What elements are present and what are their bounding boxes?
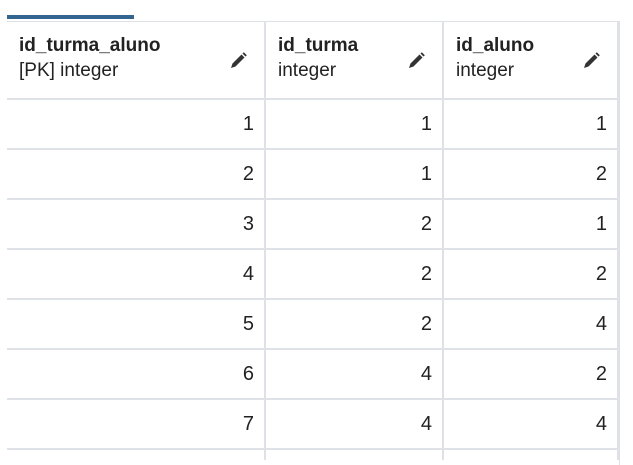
table-cell[interactable]: 1 <box>444 100 619 150</box>
table-cell[interactable]: 2 <box>444 250 619 300</box>
table-cell[interactable]: 4 <box>266 400 444 450</box>
active-tab-indicator <box>7 15 134 19</box>
table-cell[interactable]: 1 <box>266 100 444 150</box>
pencil-icon[interactable] <box>406 51 426 71</box>
table-cell[interactable]: 4 <box>266 350 444 400</box>
table-cell[interactable]: 1 <box>266 150 444 200</box>
column-type: integer <box>456 60 515 81</box>
column-name: id_turma_aluno <box>19 35 161 56</box>
column-header-id-aluno[interactable]: id_aluno integer <box>444 22 619 100</box>
column-type: [PK] integer <box>19 60 119 81</box>
table-cell[interactable]: 7 <box>7 400 266 450</box>
table-cell[interactable]: 2 <box>444 150 619 200</box>
table-cell[interactable]: 1 <box>444 200 619 250</box>
pencil-icon[interactable] <box>581 51 601 71</box>
table-cell[interactable]: 4 <box>444 300 619 350</box>
grid-tail <box>444 450 619 460</box>
column-type: integer <box>278 60 337 81</box>
table-cell[interactable]: 3 <box>7 200 266 250</box>
table-cell[interactable]: 2 <box>266 200 444 250</box>
table-cell[interactable]: 2 <box>7 150 266 200</box>
data-output-grid: id_turma_aluno [PK] integer id_turma int… <box>7 21 619 460</box>
table-cell[interactable]: 2 <box>266 250 444 300</box>
table-cell[interactable]: 6 <box>7 350 266 400</box>
table-cell[interactable]: 2 <box>266 300 444 350</box>
table-cell[interactable]: 5 <box>7 300 266 350</box>
grid-right-edge <box>619 21 620 465</box>
column-name: id_aluno <box>456 35 535 56</box>
column-header-id-turma-aluno[interactable]: id_turma_aluno [PK] integer <box>7 22 266 100</box>
table-cell[interactable]: 4 <box>7 250 266 300</box>
column-header-id-turma[interactable]: id_turma integer <box>266 22 444 100</box>
column-name: id_turma <box>278 35 359 56</box>
table-cell[interactable]: 2 <box>444 350 619 400</box>
table-cell[interactable]: 1 <box>7 100 266 150</box>
grid-tail <box>266 450 444 460</box>
table-cell[interactable]: 4 <box>444 400 619 450</box>
grid-tail <box>7 450 266 460</box>
pencil-icon[interactable] <box>228 51 248 71</box>
